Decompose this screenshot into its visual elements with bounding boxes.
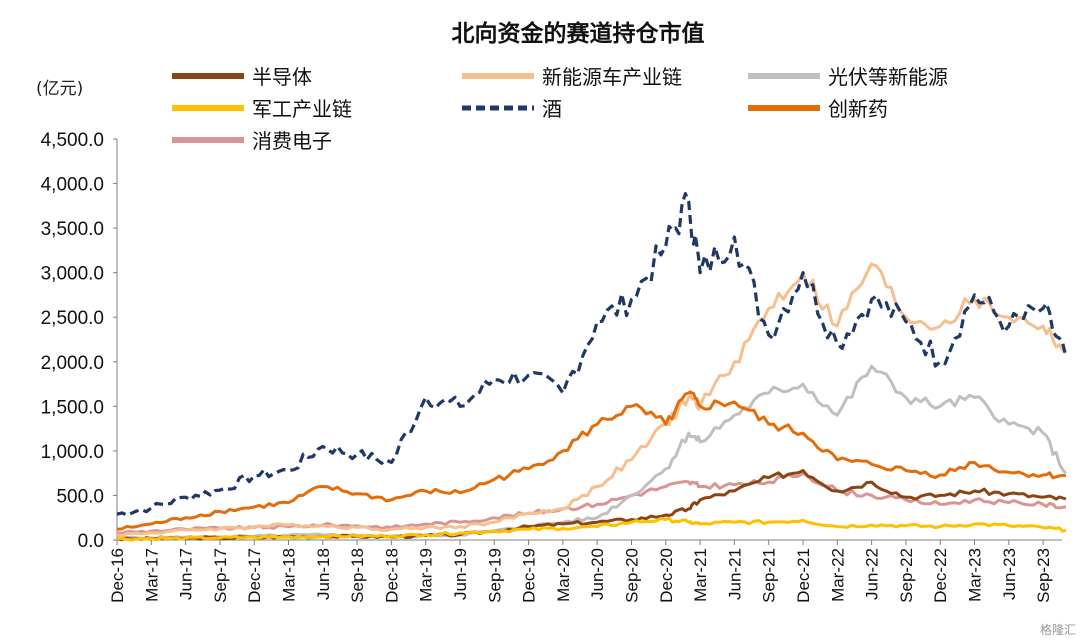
x-tick-label: Jun-21 [725, 548, 744, 600]
y-tick-label: 2,500.0 [41, 308, 104, 329]
y-tick-label: 4,000.0 [41, 175, 104, 196]
x-tick-label: Mar-22 [828, 548, 847, 602]
x-tick-label: Mar-19 [417, 548, 436, 602]
x-tick-label: Jun-19 [451, 548, 470, 600]
x-tick-label: Mar-20 [554, 548, 573, 602]
legend-label-0: 半导体 [252, 65, 312, 89]
y-tick-label: 500.0 [56, 486, 104, 507]
x-tick-label: Dec-16 [108, 548, 127, 603]
y-unit-label: (亿元) [36, 79, 83, 99]
x-tick-label: Mar-21 [691, 548, 710, 602]
x-tick-label: Sep-20 [623, 548, 642, 603]
chart-title: 北向资金的赛道持仓市值 [452, 20, 705, 47]
x-tick-label: Dec-17 [245, 548, 264, 603]
series-line-6 [116, 471, 1067, 535]
y-tick-label: 4,500.0 [41, 130, 104, 151]
x-tick-label: Sep-17 [211, 548, 230, 603]
watermark-text: 格隆汇 [1040, 622, 1076, 637]
x-tick-label: Jun-18 [314, 548, 333, 600]
legend-label-6: 消费电子 [252, 129, 332, 153]
legend-label-1: 新能源车产业链 [542, 65, 682, 89]
x-tick-label: Sep-19 [485, 548, 504, 603]
x-tick-label: Dec-21 [794, 548, 813, 603]
series-line-2 [116, 364, 1068, 541]
x-tick-label: Mar-18 [280, 548, 299, 602]
series-line-3 [116, 516, 1067, 542]
legend-label-5: 创新药 [828, 97, 888, 121]
y-tick-label: 0.0 [78, 531, 104, 552]
x-tick-label: Sep-21 [760, 548, 779, 603]
x-tick-label: Dec-20 [657, 548, 676, 603]
legend-label-2: 光伏等新能源 [828, 65, 948, 89]
x-tick-label: Jun-22 [863, 548, 882, 600]
x-tick-label: Mar-23 [966, 548, 985, 602]
x-tick-label: Jun-17 [177, 548, 196, 600]
series-line-4 [116, 192, 1068, 517]
series-line-5 [116, 390, 1067, 531]
y-axis: 0.0 500.0 1,000.0 1,500.0 2,000.0 2,500.0 3,00… [41, 130, 118, 552]
plot-area [116, 192, 1068, 542]
x-tick-label: Sep-18 [348, 548, 367, 603]
series-line-1 [116, 262, 1068, 538]
x-tick-label: Jun-20 [588, 548, 607, 600]
x-tick-label: Dec-22 [931, 548, 950, 603]
y-tick-label: 3,500.0 [41, 219, 104, 240]
y-tick-label: 1,000.0 [41, 442, 104, 463]
x-tick-label: Jun-23 [1000, 548, 1019, 600]
x-tick-label: Dec-18 [382, 548, 401, 603]
y-tick-label: 3,000.0 [41, 264, 104, 285]
x-tick-label: Sep-22 [897, 548, 916, 603]
y-tick-label: 1,500.0 [41, 397, 104, 418]
y-tick-label: 2,000.0 [41, 353, 104, 374]
x-tick-label: Mar-17 [142, 548, 161, 602]
x-tick-label: Dec-19 [520, 548, 539, 603]
legend-label-4: 酒 [542, 97, 562, 121]
legend-label-3: 军工产业链 [252, 97, 352, 121]
x-tick-label: Sep-23 [1034, 548, 1053, 603]
x-axis: Dec-16 Mar-17 Jun-17 Sep-17 Dec-17 Mar-18 Jun-… [108, 539, 1062, 603]
